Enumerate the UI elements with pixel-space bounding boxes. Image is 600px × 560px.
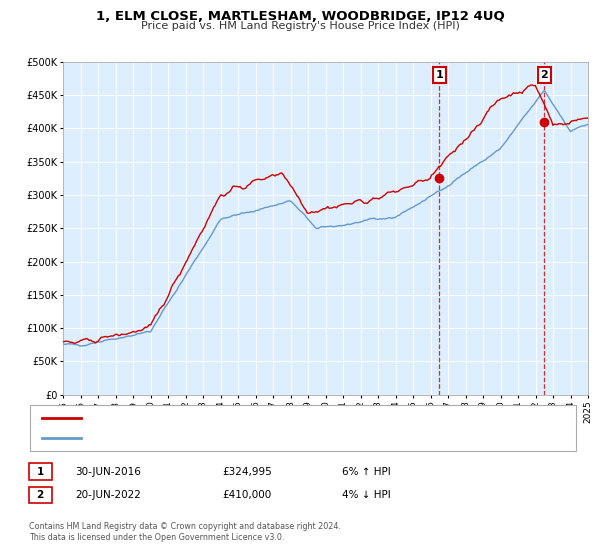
Text: £410,000: £410,000 — [222, 490, 271, 500]
Text: 1, ELM CLOSE, MARTLESHAM, WOODBRIDGE, IP12 4UQ (detached house): 1, ELM CLOSE, MARTLESHAM, WOODBRIDGE, IP… — [88, 413, 446, 423]
Text: 1: 1 — [436, 70, 443, 80]
Text: 4% ↓ HPI: 4% ↓ HPI — [342, 490, 391, 500]
Text: 30-JUN-2016: 30-JUN-2016 — [75, 466, 141, 477]
Text: This data is licensed under the Open Government Licence v3.0.: This data is licensed under the Open Gov… — [29, 533, 284, 542]
Text: 1, ELM CLOSE, MARTLESHAM, WOODBRIDGE, IP12 4UQ: 1, ELM CLOSE, MARTLESHAM, WOODBRIDGE, IP… — [95, 10, 505, 23]
Text: Contains HM Land Registry data © Crown copyright and database right 2024.: Contains HM Land Registry data © Crown c… — [29, 522, 341, 531]
Text: £324,995: £324,995 — [222, 466, 272, 477]
Text: HPI: Average price, detached house, East Suffolk: HPI: Average price, detached house, East… — [88, 433, 327, 443]
Text: 2: 2 — [37, 490, 44, 500]
Text: 6% ↑ HPI: 6% ↑ HPI — [342, 466, 391, 477]
Text: 1: 1 — [37, 466, 44, 477]
Text: Price paid vs. HM Land Registry's House Price Index (HPI): Price paid vs. HM Land Registry's House … — [140, 21, 460, 31]
Text: 2: 2 — [541, 70, 548, 80]
Text: 20-JUN-2022: 20-JUN-2022 — [75, 490, 141, 500]
